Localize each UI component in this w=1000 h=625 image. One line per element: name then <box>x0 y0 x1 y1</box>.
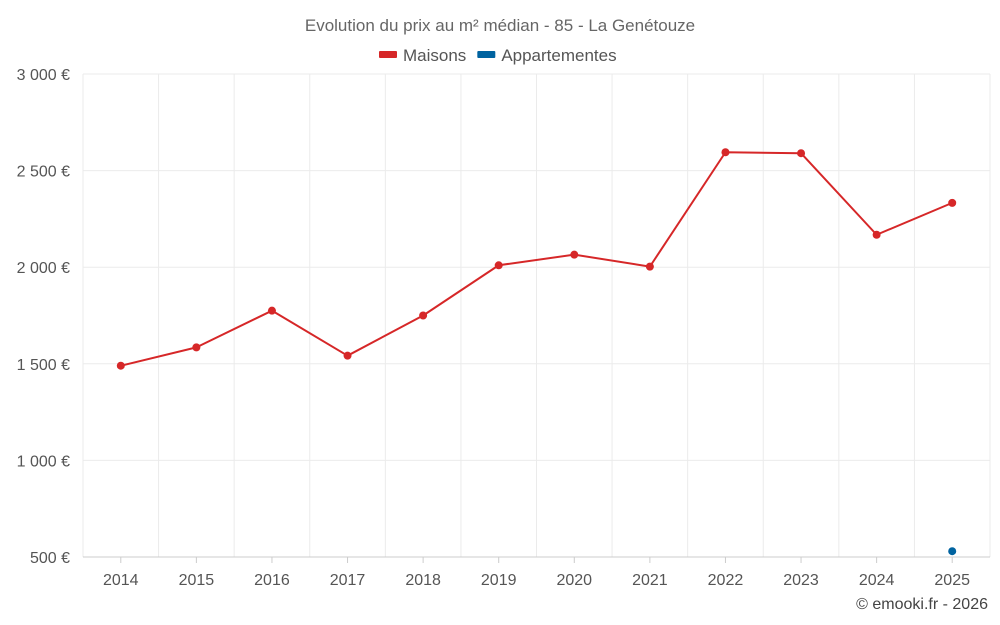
data-point-maisons-2024[interactable] <box>872 230 881 239</box>
data-point-maisons-2018[interactable] <box>419 311 428 320</box>
y-tick-label: 1 500 € <box>17 357 70 374</box>
y-tick-label: 500 € <box>30 550 70 567</box>
legend-swatch <box>477 51 496 58</box>
data-point-maisons-2017[interactable] <box>343 351 352 360</box>
data-point-maisons-2016[interactable] <box>267 306 276 315</box>
data-point-maisons-2015[interactable] <box>192 343 201 352</box>
legend-label: Appartementes <box>501 46 616 65</box>
x-tick-label: 2015 <box>179 572 215 589</box>
x-tick-label: 2024 <box>859 572 895 589</box>
data-point-maisons-2021[interactable] <box>645 262 654 271</box>
x-tick-label: 2018 <box>405 572 441 589</box>
x-tick-label: 2019 <box>481 572 517 589</box>
legend[interactable]: Maisons Appartementes <box>379 46 617 65</box>
x-tick-label: 2022 <box>708 572 744 589</box>
credit-text: © emooki.fr - 2026 <box>856 596 988 613</box>
y-tick-label: 3 000 € <box>17 67 70 84</box>
grid <box>82 73 991 558</box>
x-tick-label: 2017 <box>330 572 366 589</box>
chart-title: Evolution du prix au m² médian - 85 - La… <box>305 16 695 35</box>
y-axis: 500 € 1 000 € 1 500 € 2 000 € 2 500 € 3 000 € <box>17 67 70 567</box>
series-line-maisons <box>120 151 953 367</box>
data-point-maisons-2022[interactable] <box>721 148 730 157</box>
y-tick-label: 2 000 € <box>17 260 70 277</box>
x-tick-label: 2025 <box>934 572 970 589</box>
data-point-appartementes-2025[interactable] <box>948 547 957 556</box>
x-tick-label: 2021 <box>632 572 668 589</box>
data-point-maisons-2014[interactable] <box>116 361 125 370</box>
data-point-maisons-2025[interactable] <box>948 198 957 207</box>
legend-label: Maisons <box>403 46 466 65</box>
x-tick-label: 2023 <box>783 572 819 589</box>
legend-swatch <box>379 51 397 58</box>
x-tick-label: 2016 <box>254 572 290 589</box>
series-layer <box>116 148 957 556</box>
data-point-maisons-2023[interactable] <box>797 149 806 158</box>
x-axis: 2014 2015 2016 2017 2018 2019 2020 2021 2022 2023… <box>103 557 970 589</box>
y-tick-label: 1 000 € <box>17 453 70 470</box>
legend-item-appartementes[interactable]: Appartementes <box>477 46 617 65</box>
legend-item-maisons[interactable]: Maisons <box>379 46 466 65</box>
data-point-maisons-2020[interactable] <box>570 250 579 259</box>
x-tick-label: 2014 <box>103 572 139 589</box>
data-point-maisons-2019[interactable] <box>494 261 503 270</box>
y-tick-label: 2 500 € <box>17 164 70 181</box>
x-tick-label: 2020 <box>556 572 592 589</box>
